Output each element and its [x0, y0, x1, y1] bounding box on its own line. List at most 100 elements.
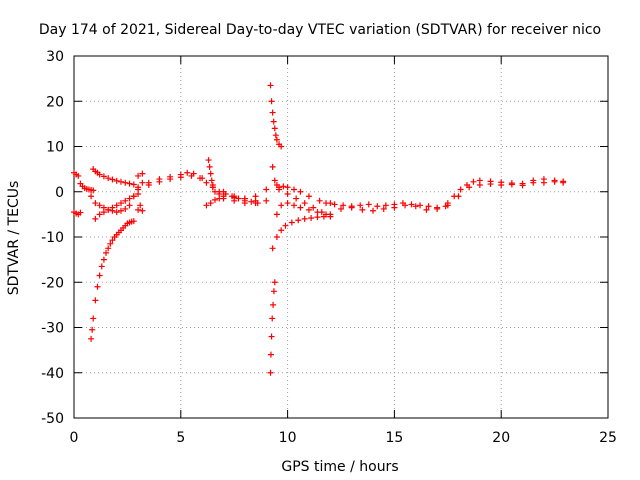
data-point	[267, 351, 274, 358]
data-point	[135, 191, 142, 198]
data-point	[278, 227, 285, 234]
y-tick-label: 0	[55, 185, 64, 201]
data-point	[288, 219, 295, 226]
y-tick-label: -40	[41, 366, 64, 382]
series-arc-low-6h	[203, 195, 270, 209]
data-point	[248, 198, 255, 205]
data-point	[135, 206, 142, 213]
data-point	[498, 181, 505, 188]
grid	[74, 56, 608, 418]
data-point	[206, 163, 213, 170]
data-point	[207, 200, 214, 207]
data-point	[75, 172, 82, 179]
data-point	[252, 193, 259, 200]
x-tick-label: 0	[70, 430, 79, 446]
data-point	[305, 193, 312, 200]
data-point	[269, 245, 276, 252]
data-point	[297, 188, 304, 195]
series-arc-flat-mid	[323, 200, 449, 211]
data-point	[241, 200, 248, 207]
data-point	[271, 177, 278, 184]
series-arc-mid-curve	[273, 200, 330, 218]
data-point	[89, 326, 96, 333]
data-point	[370, 207, 377, 214]
data-point	[293, 195, 300, 202]
data-point	[268, 333, 275, 340]
data-point	[338, 205, 344, 212]
data-point	[100, 209, 107, 216]
data-point	[269, 109, 276, 116]
data-point	[391, 204, 398, 211]
data-point	[94, 283, 101, 290]
data-point	[417, 202, 424, 209]
data-point	[92, 200, 99, 207]
data-point	[455, 193, 462, 200]
data-point	[271, 279, 278, 286]
data-point	[130, 218, 137, 225]
data-point	[208, 177, 215, 184]
x-axis-label: GPS time / hours	[281, 459, 398, 475]
data-point	[423, 206, 430, 213]
data-point	[434, 205, 441, 212]
data-point	[122, 179, 129, 186]
data-point	[135, 184, 142, 191]
data-point	[380, 205, 387, 212]
data-point	[263, 186, 270, 193]
data-point	[318, 209, 325, 216]
x-tick-label: 10	[279, 430, 297, 446]
data-point	[203, 202, 210, 209]
data-point	[273, 211, 280, 218]
series-arc-steep-mid	[269, 163, 334, 207]
data-point	[88, 193, 95, 200]
data-point	[113, 177, 120, 184]
y-tick-label: -50	[41, 411, 64, 427]
data-point	[98, 263, 105, 270]
series-arc-spike-6h	[205, 157, 270, 202]
data-point	[109, 176, 116, 183]
data-point	[327, 211, 334, 218]
data-point	[96, 171, 103, 178]
data-point	[374, 203, 381, 210]
data-point	[92, 215, 99, 222]
series-arc-steep-down	[267, 279, 278, 376]
data-point	[269, 315, 276, 322]
series-arc-flat-mid-2	[338, 202, 419, 214]
series-arc-deep-dip-1	[88, 218, 137, 342]
data-point	[268, 98, 275, 105]
data-point	[425, 203, 432, 210]
data-point	[348, 204, 355, 211]
series-arc-climb-lower	[444, 176, 567, 209]
data-point	[109, 237, 116, 244]
data-point	[270, 301, 277, 308]
data-point	[184, 169, 191, 176]
data-point	[177, 174, 184, 181]
data-point	[470, 178, 477, 185]
tick-labels: 0 5 10 15 20 25 -50 -40 -30 -20 -10 0 10 20 30	[41, 49, 617, 446]
y-tick-label: 20	[46, 94, 64, 110]
data-point	[278, 202, 285, 209]
data-point	[476, 181, 483, 188]
data-point	[331, 201, 338, 208]
data-point	[308, 214, 315, 221]
data-point	[276, 186, 283, 193]
series-arc-hump-lower	[145, 172, 259, 204]
y-tick-label: -30	[41, 321, 64, 337]
data-point	[105, 175, 112, 182]
data-point	[271, 125, 278, 132]
data-point	[267, 82, 274, 89]
series-arc-small-negative	[135, 202, 146, 214]
data-point	[90, 315, 97, 322]
data-point	[130, 181, 137, 188]
data-point	[117, 178, 124, 185]
data-point	[109, 204, 116, 211]
data-point	[145, 181, 152, 188]
data-point	[209, 184, 216, 191]
data-point	[278, 143, 285, 150]
series-arc-mid-lower	[92, 191, 142, 222]
data-point	[188, 172, 195, 179]
data-point	[457, 186, 464, 193]
data-point	[530, 179, 537, 186]
data-point	[211, 196, 218, 203]
chart-title: Day 174 of 2021, Sidereal Day-to-day VTE…	[39, 22, 601, 38]
data-point	[130, 193, 137, 200]
